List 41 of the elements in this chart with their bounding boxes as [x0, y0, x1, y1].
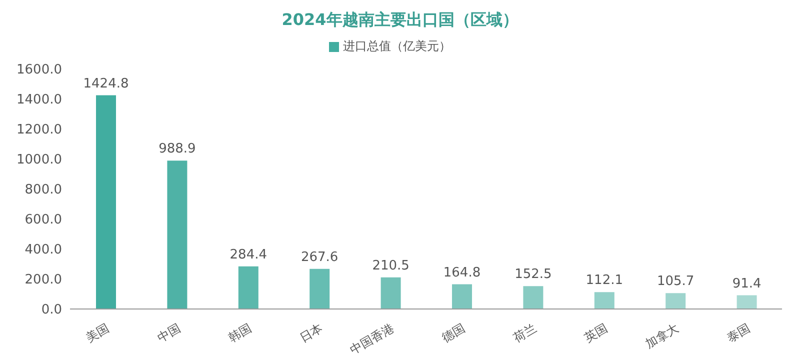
data-label: 1424.8 — [83, 76, 129, 92]
x-tick-label: 中国香港 — [348, 321, 396, 358]
data-label: 267.6 — [300, 250, 338, 265]
data-label: 91.4 — [732, 276, 762, 292]
x-tick-label: 德国 — [440, 321, 468, 346]
data-label: 152.5 — [514, 267, 552, 282]
bar — [736, 295, 757, 309]
y-tick-label: 600.0 — [24, 212, 62, 228]
y-tick-label: 0.0 — [41, 302, 62, 318]
bar — [666, 293, 686, 309]
bar — [523, 286, 544, 309]
y-tick-label: 1000.0 — [16, 152, 62, 168]
bar — [452, 284, 472, 309]
y-tick-label: 200.0 — [24, 272, 62, 288]
y-tick-label: 800.0 — [24, 182, 62, 198]
bar — [594, 292, 614, 309]
data-label: 210.5 — [372, 258, 410, 274]
x-tick-label: 泰国 — [724, 321, 752, 346]
x-tick-label: 韩国 — [226, 321, 254, 346]
x-tick-label: 英国 — [582, 321, 610, 346]
data-label: 284.4 — [230, 247, 268, 262]
legend-label: 进口总值（亿美元） — [343, 39, 451, 53]
bar — [380, 277, 401, 309]
bar — [96, 95, 116, 309]
bar — [310, 268, 330, 309]
y-tick-label: 1400.0 — [16, 92, 62, 108]
data-label: 112.1 — [586, 273, 624, 288]
x-tick-label: 加拿大 — [642, 321, 682, 352]
y-tick-label: 1600.0 — [16, 62, 62, 78]
x-tick-label: 中国 — [154, 321, 183, 346]
data-label: 164.8 — [443, 265, 481, 280]
x-tick-label: 荷兰 — [510, 321, 539, 346]
data-label: 988.9 — [158, 142, 196, 157]
bar — [238, 266, 258, 309]
data-label: 105.7 — [656, 274, 694, 290]
y-tick-label: 400.0 — [24, 242, 62, 258]
chart-title: 2024年越南主要出口国（区域） — [280, 9, 520, 31]
x-tick-label: 日本 — [297, 321, 326, 346]
bar — [167, 160, 188, 309]
y-tick-label: 1200.0 — [16, 122, 62, 138]
x-tick-label: 美国 — [84, 321, 112, 346]
